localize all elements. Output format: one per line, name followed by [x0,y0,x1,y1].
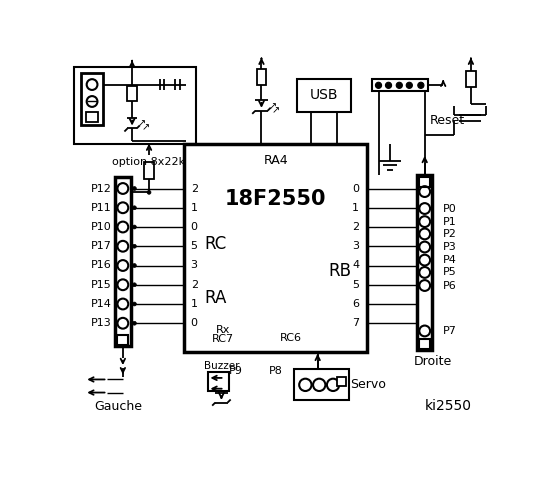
Text: 1: 1 [191,299,197,309]
Circle shape [133,244,137,248]
Text: 2: 2 [191,280,198,290]
Text: 2: 2 [191,183,198,193]
Text: P11: P11 [91,203,112,213]
Bar [417,175,432,350]
Bar [117,335,128,345]
Bar [337,377,346,386]
Text: 3: 3 [191,261,197,271]
Circle shape [133,264,137,267]
Bar [297,79,351,111]
Text: RC: RC [204,235,226,253]
Circle shape [406,82,413,88]
Circle shape [133,225,137,229]
Circle shape [133,206,137,210]
Text: P14: P14 [91,299,112,309]
Bar [115,177,131,347]
Text: 1: 1 [191,203,197,213]
Circle shape [418,82,424,88]
Text: P9: P9 [229,366,243,376]
Bar [207,372,229,391]
Text: P12: P12 [91,183,112,193]
Circle shape [133,321,137,325]
Text: 5: 5 [191,241,197,251]
Text: P13: P13 [91,318,112,328]
Text: Gauche: Gauche [94,400,142,413]
Text: 5: 5 [352,280,359,290]
Circle shape [385,82,392,88]
Text: P17: P17 [91,241,112,251]
Text: P3: P3 [442,242,456,252]
Text: RC7: RC7 [212,335,234,345]
Text: P7: P7 [442,326,456,336]
Text: 0: 0 [352,183,359,193]
Text: ki2550: ki2550 [424,398,471,413]
Bar [419,339,430,348]
Text: RA: RA [204,289,227,307]
Bar [81,73,103,125]
Text: Reset: Reset [430,114,466,127]
Text: 2: 2 [352,222,359,232]
Bar [144,162,154,179]
Text: Rx: Rx [216,325,230,335]
Text: ↗: ↗ [268,101,276,111]
Text: ↗: ↗ [137,118,145,128]
Text: ↗: ↗ [272,106,280,116]
Circle shape [375,82,382,88]
Text: P0: P0 [442,204,456,214]
Text: option 8x22k: option 8x22k [112,157,186,168]
Text: Droite: Droite [413,355,452,368]
Text: Servo: Servo [350,378,385,391]
Bar [294,370,349,400]
Circle shape [133,187,137,191]
Bar [74,67,196,144]
Bar [419,177,430,187]
Text: 1: 1 [352,203,359,213]
Text: 18F2550: 18F2550 [225,189,326,209]
Text: 4: 4 [352,261,359,271]
Text: RC6: RC6 [280,333,302,343]
Circle shape [133,302,137,306]
Bar [86,111,98,122]
Text: 0: 0 [191,318,197,328]
Text: P10: P10 [91,222,112,232]
Text: 3: 3 [352,241,359,251]
Text: RB: RB [328,262,352,280]
Text: Buzzer: Buzzer [204,360,239,371]
Text: 0: 0 [191,222,197,232]
Text: P1: P1 [442,216,456,227]
Bar [372,79,428,92]
Bar [466,72,476,87]
Text: P4: P4 [442,255,456,265]
Text: 7: 7 [352,318,359,328]
Text: P5: P5 [442,267,456,277]
Text: P6: P6 [442,280,456,290]
Text: RA4: RA4 [263,154,288,168]
Bar [257,69,266,84]
Circle shape [396,82,403,88]
Text: ↗: ↗ [141,123,149,132]
Bar [128,86,137,101]
Text: P8: P8 [268,366,282,376]
Circle shape [147,191,151,194]
Text: P16: P16 [91,261,112,271]
Text: P15: P15 [91,280,112,290]
Bar [185,144,367,352]
Circle shape [133,283,137,287]
Text: P2: P2 [442,229,456,239]
Text: 6: 6 [352,299,359,309]
Text: USB: USB [310,88,338,102]
